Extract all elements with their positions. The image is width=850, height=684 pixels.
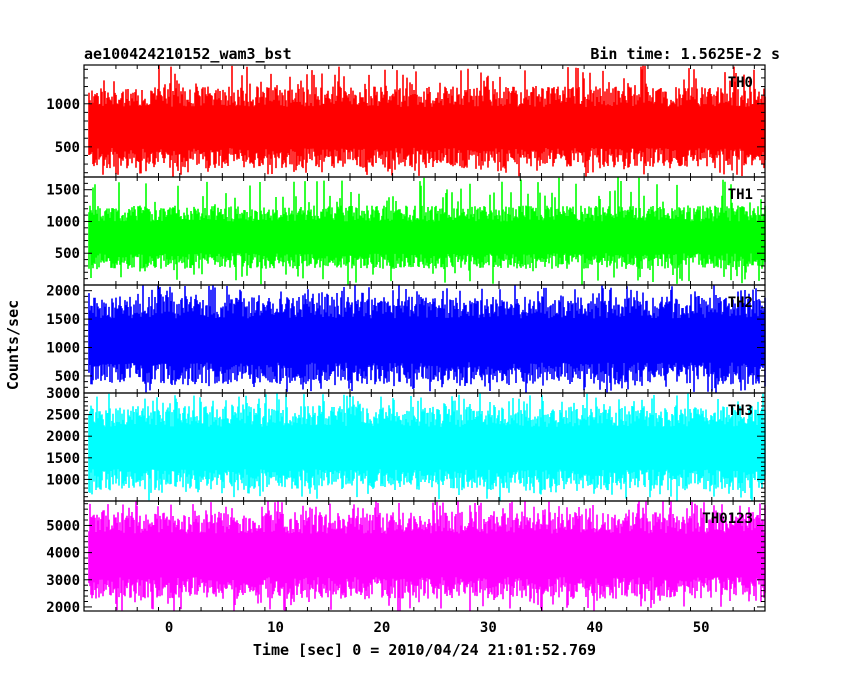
series-label-th1: TH1 <box>728 187 753 203</box>
y-tick-label: 3000 <box>46 386 80 402</box>
y-axis-label: Counts/sec <box>4 300 22 390</box>
x-tick-label: 30 <box>480 620 497 636</box>
y-tick-label: 1500 <box>46 451 80 467</box>
y-tick-label: 3000 <box>46 573 80 589</box>
y-tick-label: 2000 <box>46 429 80 445</box>
y-tick-label: 500 <box>55 140 80 156</box>
series-trace-th0123 <box>88 501 766 611</box>
x-tick-label: 0 <box>165 620 173 636</box>
series-label-th2: TH2 <box>728 295 753 311</box>
x-axis-label: Time [sec] 0 = 2010/04/24 21:01:52.769 <box>253 641 596 659</box>
panel-frame-th0123 <box>83 500 766 612</box>
x-tick-label: 20 <box>374 620 391 636</box>
bin-time-label: Bin time: 1.5625E-2 s <box>590 45 780 63</box>
y-tick-label: 1000 <box>46 214 80 230</box>
chart-title: ae100424210152_wam3_bst <box>84 45 292 63</box>
series-trace-th2 <box>88 285 766 393</box>
y-tick-label: 2000 <box>46 284 80 300</box>
series-trace-th1 <box>88 177 766 285</box>
series-label-th0123: TH0123 <box>702 511 753 527</box>
y-tick-label: 5000 <box>46 518 80 534</box>
x-tick-label: 50 <box>693 620 710 636</box>
y-tick-label: 1500 <box>46 183 80 199</box>
y-tick-label: 500 <box>55 369 80 385</box>
y-tick-label: 500 <box>55 246 80 262</box>
y-tick-label: 1000 <box>46 472 80 488</box>
y-tick-label: 2500 <box>46 408 80 424</box>
series-label-th0: TH0 <box>728 75 753 91</box>
x-tick-label: 10 <box>267 620 284 636</box>
x-tick-label: 40 <box>586 620 603 636</box>
series-label-th3: TH3 <box>728 403 753 419</box>
y-tick-label: 1000 <box>46 341 80 357</box>
series-trace-th0 <box>88 65 766 177</box>
y-tick-label: 1500 <box>46 312 80 328</box>
y-tick-label: 4000 <box>46 546 80 562</box>
y-tick-label: 2000 <box>46 600 80 616</box>
y-tick-label: 1000 <box>46 97 80 113</box>
series-trace-th3 <box>88 393 766 501</box>
